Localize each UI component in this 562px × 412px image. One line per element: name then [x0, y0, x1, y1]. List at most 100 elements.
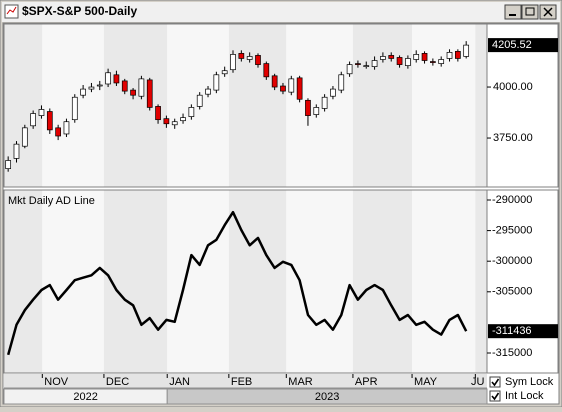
year-label: 2023 — [315, 391, 339, 403]
candle-body — [113, 74, 120, 84]
month-band — [475, 190, 487, 373]
x-tick-label: DEC — [106, 376, 129, 388]
candle-body — [405, 58, 411, 66]
month-band — [412, 190, 476, 373]
candle-body — [355, 63, 361, 65]
candle-body — [171, 121, 178, 126]
window-title: $SPX-S&P 500-Daily — [22, 4, 137, 18]
close-button[interactable] — [539, 4, 557, 20]
candle-body — [271, 75, 278, 88]
checkbox-check — [491, 392, 500, 401]
candle-body — [346, 64, 353, 75]
candle-body — [13, 143, 20, 159]
month-band — [103, 24, 168, 187]
month-band — [4, 24, 43, 187]
candle-body — [21, 127, 28, 147]
candle-body — [155, 106, 161, 121]
year-label: 2022 — [73, 391, 97, 403]
month-band — [228, 190, 287, 373]
y-tick-label: -300000 — [492, 255, 532, 267]
minimize-button[interactable] — [504, 4, 522, 20]
candle-body — [130, 89, 136, 96]
candle-body — [430, 61, 436, 63]
candle-body — [463, 44, 470, 57]
candle-body — [255, 55, 261, 65]
checkbox[interactable]: Int Lock — [489, 390, 544, 402]
candle-body — [371, 60, 378, 67]
candle-body — [180, 117, 186, 122]
candle-body — [5, 160, 12, 169]
candle-body — [88, 86, 95, 90]
x-tick-label: FEB — [231, 376, 252, 388]
candle-body — [288, 78, 295, 93]
y-tick-label: -290000 — [492, 194, 532, 206]
candle-body — [438, 59, 445, 64]
candle-body — [188, 107, 195, 117]
candle-body — [455, 50, 461, 59]
year-band — [166, 388, 488, 405]
candle-body — [138, 78, 145, 97]
month-band — [286, 24, 353, 187]
maximize-button[interactable] — [521, 4, 539, 20]
x-tick-label: MAR — [288, 376, 313, 388]
candle-body — [446, 52, 453, 59]
checkbox-label: Sym Lock — [505, 376, 554, 388]
checkbox[interactable]: Sym Lock — [489, 376, 554, 388]
x-axis-bg — [4, 374, 487, 388]
candle-body — [330, 88, 336, 97]
checkbox-label: Int Lock — [505, 390, 544, 402]
axis-bg — [487, 190, 558, 373]
candle-body — [305, 99, 311, 116]
candle-body — [213, 74, 220, 91]
candle-body — [196, 94, 203, 107]
ad-line — [6, 210, 468, 356]
candle-body — [246, 56, 253, 60]
y-tick-label: -295000 — [492, 225, 532, 237]
x-tick-label: JU — [471, 376, 485, 388]
month-band — [352, 24, 413, 187]
candle-body — [96, 84, 103, 87]
window-icon-graph — [6, 6, 17, 15]
candle-body — [205, 88, 211, 95]
y-tick-label: -315000 — [492, 347, 532, 359]
candle-body — [380, 56, 386, 60]
month-band — [103, 190, 168, 373]
last-value-label: -311436 — [492, 325, 532, 337]
month-band — [286, 190, 353, 373]
candle-body — [296, 77, 303, 100]
last-value-label: 4205.52 — [492, 39, 532, 51]
x-tick-label: JAN — [169, 376, 190, 388]
candle-body — [71, 96, 78, 121]
panel-title: Mkt Daily AD Line — [8, 195, 95, 207]
x-tick-label: MAY — [414, 376, 438, 388]
candle-body — [163, 118, 170, 125]
candle-body — [388, 55, 395, 59]
x-tick-label: NOV — [44, 376, 69, 388]
candle-body — [363, 65, 370, 67]
candle-body — [121, 80, 128, 92]
panel-border — [3, 23, 559, 188]
candle-body — [238, 53, 245, 59]
candle-body — [55, 127, 61, 137]
candle-body — [263, 63, 270, 78]
month-band — [167, 190, 229, 373]
candle-body — [30, 113, 36, 127]
candle-body — [421, 53, 428, 61]
y-tick-label: -305000 — [492, 286, 532, 298]
last-value-box — [488, 324, 558, 339]
last-value-box — [488, 38, 558, 53]
candle-body — [280, 85, 286, 92]
candle-body — [105, 72, 111, 85]
checkbox-box — [489, 376, 501, 388]
candle-body — [413, 54, 420, 60]
month-band — [352, 190, 413, 373]
candle-body — [63, 121, 70, 135]
candle-body — [146, 79, 153, 108]
x-tick-label: APR — [355, 376, 378, 388]
candle-body — [396, 57, 403, 65]
candle-body — [80, 88, 86, 96]
month-band — [475, 24, 487, 187]
candle-body — [313, 107, 320, 115]
y-tick-label: 4000.00 — [493, 81, 533, 93]
